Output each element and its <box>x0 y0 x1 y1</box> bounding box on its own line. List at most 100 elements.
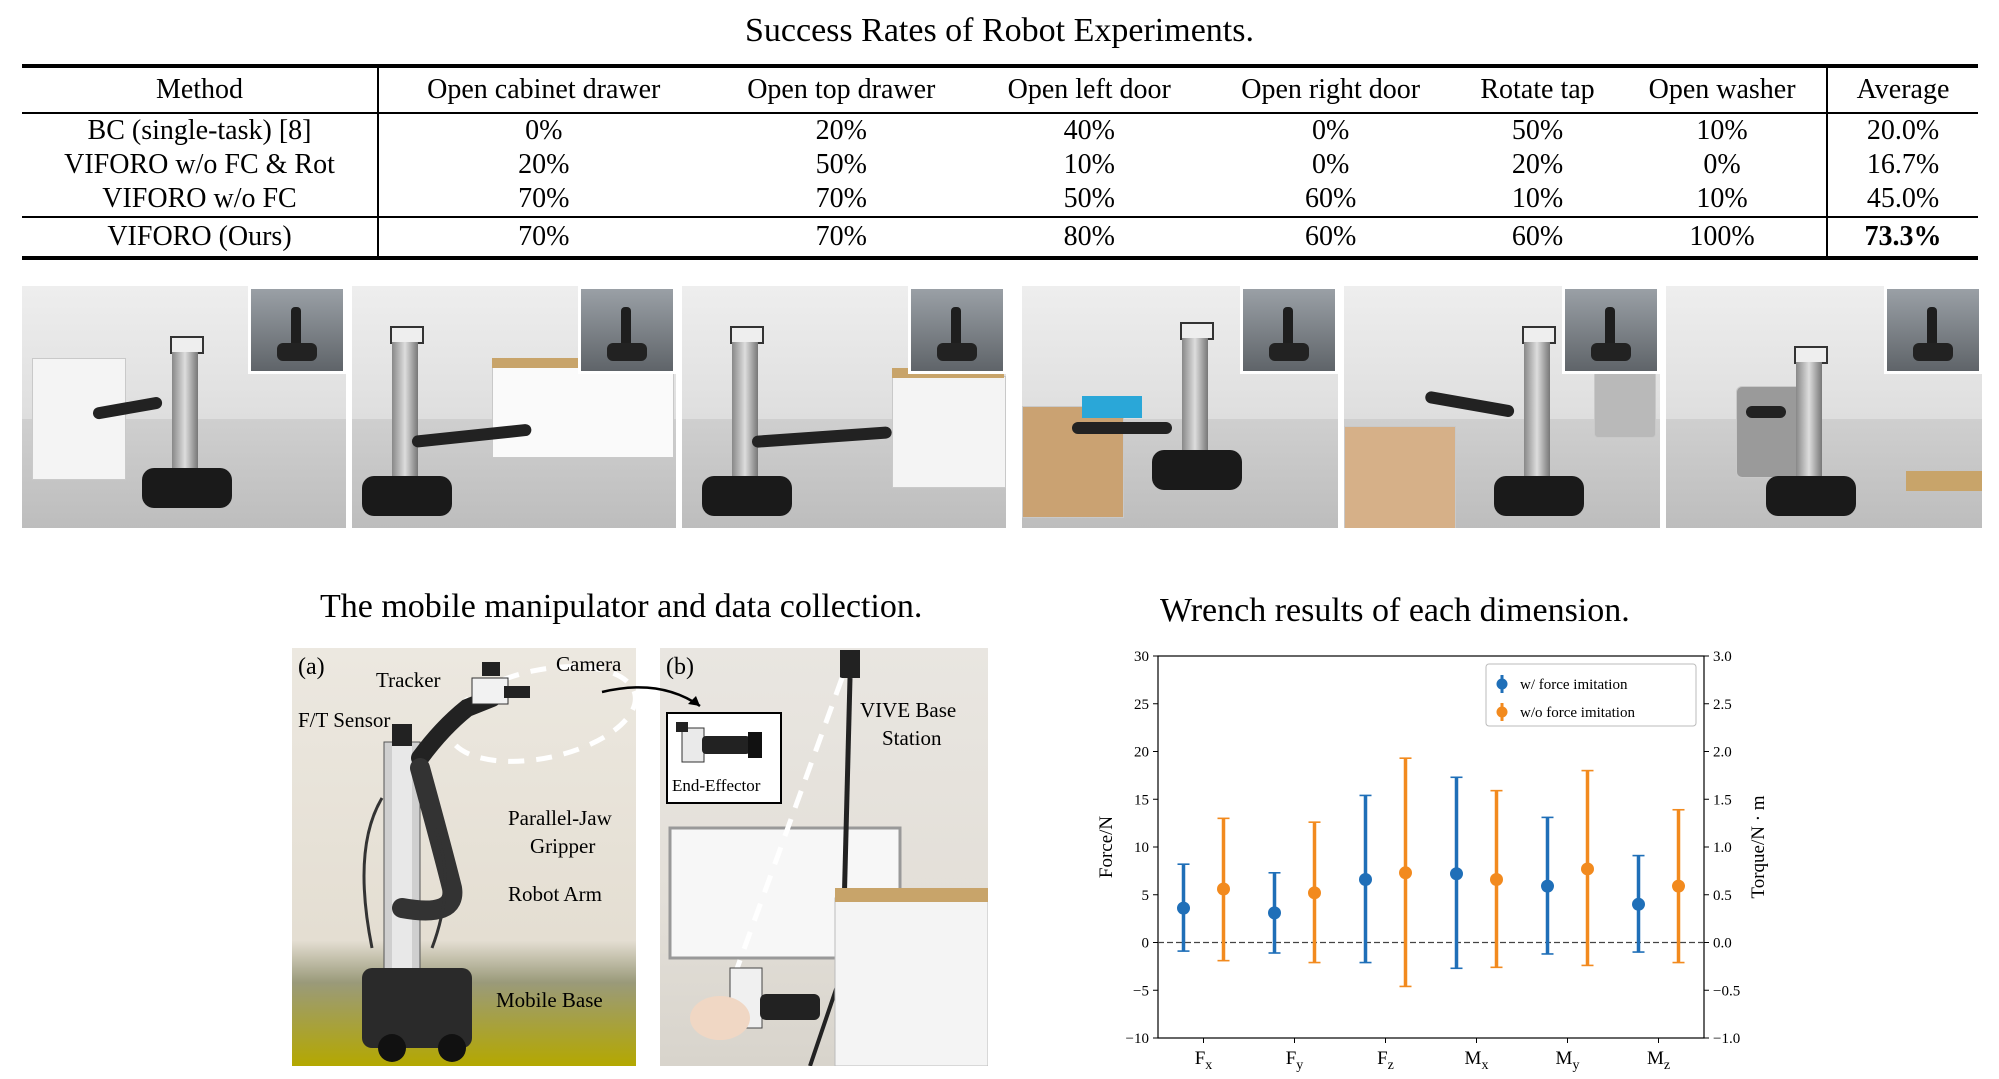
label-ft-sensor: F/T Sensor <box>298 708 391 732</box>
results-table: Method Open cabinet drawer Open top draw… <box>22 64 1978 260</box>
legend-label: w/ force imitation <box>1520 677 1628 693</box>
table-cell: 0% <box>1312 149 1350 180</box>
header-open-top-drawer: Open top drawer <box>708 66 975 114</box>
table-cell: 0% <box>1703 149 1741 180</box>
table-cell: 80% <box>974 216 1205 258</box>
label-camera: Camera <box>556 652 622 676</box>
end-effector-inset: End-Effector <box>666 712 782 804</box>
table-cell: 20.0% <box>1826 113 1978 148</box>
table-cell: 10% <box>1511 183 1564 214</box>
panel-a-mobile-manipulator: (a) <box>292 648 636 1066</box>
y-tick-label-left: 10 <box>1134 840 1149 856</box>
y-tick-label-right: 1.0 <box>1713 840 1732 856</box>
legend-marker <box>1496 678 1508 690</box>
x-tick-label: My <box>1556 1048 1580 1072</box>
table-cell: 70% <box>377 216 709 258</box>
mean-point <box>1581 862 1594 876</box>
y-axis-label-left: Force/N <box>1096 816 1117 879</box>
y-tick-label-left: 30 <box>1134 649 1149 665</box>
y-tick-label-left: 5 <box>1142 888 1150 904</box>
arrow-to-end-effector <box>601 686 701 708</box>
x-tick-label: Mx <box>1465 1048 1489 1072</box>
data-collection-illustration <box>668 650 988 1066</box>
label-vive-base: VIVE Base <box>860 698 957 722</box>
mean-point <box>1399 866 1412 880</box>
x-tick-label: Fy <box>1286 1048 1304 1072</box>
y-tick-label-right: 2.0 <box>1713 745 1732 761</box>
table-cell: 50% <box>1063 183 1115 214</box>
y-tick-label-right: 3.0 <box>1713 649 1732 665</box>
results-table-container: Method Open cabinet drawer Open top draw… <box>22 64 1978 260</box>
header-open-washer: Open washer <box>1618 66 1827 114</box>
table-cell: 70% <box>815 183 867 214</box>
x-tick-label: Fx <box>1195 1048 1213 1072</box>
y-axis-label-right: Torque/N · m <box>1748 795 1769 898</box>
table-cell: VIFORO w/o FC <box>102 183 297 214</box>
mean-point <box>1541 879 1554 893</box>
table-header-row: Method Open cabinet drawer Open top draw… <box>22 66 1978 114</box>
mean-point <box>1672 879 1685 893</box>
label-vive-station: Station <box>882 726 942 750</box>
table-cell: 60% <box>1305 183 1357 214</box>
wrench-chart: −10 −5 0 5 10 15 20 25 30 −1.0 −0.5 0.0 0.5 1.0 1.5 2.0… <box>1096 649 1769 1072</box>
label-tracker: Tracker <box>376 668 441 692</box>
mean-point <box>1268 906 1281 920</box>
header-rotate-tap: Rotate tap <box>1456 66 1619 114</box>
mobile-manipulator-illustration <box>362 662 636 1062</box>
label-robot-arm: Robot Arm <box>508 882 602 906</box>
table-cell: 10% <box>1063 149 1115 180</box>
header-average: Average <box>1826 66 1978 114</box>
legend-box <box>1485 663 1697 727</box>
y-tick-label-right: 1.5 <box>1713 792 1732 808</box>
robot-photo-open-right-door <box>1022 286 1338 528</box>
y-tick-label-left: 25 <box>1134 697 1149 713</box>
panel-b-tag: (b) <box>666 654 694 680</box>
table-cell: 10% <box>1696 115 1748 146</box>
robot-photo-open-cabinet-drawer <box>22 286 346 528</box>
x-tick-label: Mz <box>1647 1048 1670 1072</box>
label-gripper: Gripper <box>530 834 596 858</box>
table-cell: VIFORO w/o FC & Rot <box>64 149 335 180</box>
y-tick-label-right: −1.0 <box>1713 1031 1740 1047</box>
table-row: VIFORO w/o FC 70% 70% 50% 60% 10% 10% 45… <box>22 182 1978 217</box>
table-cell: 50% <box>815 149 867 180</box>
table-cell: 70% <box>377 182 709 217</box>
y-tick-label-left: 20 <box>1134 745 1149 761</box>
table-cell: 16.7% <box>1826 148 1978 182</box>
panel-b-data-collection: (b) <box>660 648 988 1066</box>
y-tick-label-right: 0.5 <box>1713 888 1732 904</box>
header-open-cabinet-drawer: Open cabinet drawer <box>377 66 709 114</box>
table-cell: 100% <box>1618 216 1827 258</box>
table-cell: 0% <box>377 113 709 148</box>
robot-photo-open-top-drawer <box>352 286 676 528</box>
table-cell: 60% <box>1204 216 1457 258</box>
label-parallel-jaw: Parallel-Jaw <box>508 806 612 830</box>
table-row: VIFORO w/o FC & Rot 20% 50% 10% 0% 20% 0… <box>22 148 1978 182</box>
panel-a-tag: (a) <box>298 654 325 680</box>
table-cell: 70% <box>708 216 975 258</box>
robot-photo-open-washer <box>1666 286 1982 528</box>
table-row: BC (single-task) [8] 0% 20% 40% 0% 50% 1… <box>22 113 1978 148</box>
table-cell: 20% <box>377 148 709 182</box>
table-row-ours: VIFORO (Ours) 70% 70% 80% 60% 60% 100% 7… <box>22 216 1978 258</box>
table-cell-best-average: 73.3% <box>1826 216 1978 258</box>
y-tick-label-left: −5 <box>1133 983 1149 999</box>
robot-photo-rotate-tap <box>1344 286 1660 528</box>
header-open-right-door: Open right door <box>1204 66 1457 114</box>
y-tick-label-left: 0 <box>1142 936 1150 952</box>
mean-point <box>1217 882 1230 896</box>
table-cell: 45.0% <box>1826 182 1978 217</box>
robot-photo-open-left-door <box>682 286 1006 528</box>
table-cell: 0% <box>1312 115 1350 146</box>
figure-left-title: The mobile manipulator and data collecti… <box>320 588 923 625</box>
header-method: Method <box>22 66 378 114</box>
table-cell: 60% <box>1456 216 1619 258</box>
x-tick-label: Fz <box>1377 1048 1394 1072</box>
y-tick-label-right: 2.5 <box>1713 697 1732 713</box>
label-end-effector: End-Effector <box>672 776 761 795</box>
mean-point <box>1490 872 1503 886</box>
table-cell: BC (single-task) [8] <box>87 115 312 146</box>
table-cell: 10% <box>1696 183 1748 214</box>
y-tick-label-left: 15 <box>1134 792 1149 808</box>
table-title: Success Rates of Robot Experiments. <box>745 12 1254 49</box>
